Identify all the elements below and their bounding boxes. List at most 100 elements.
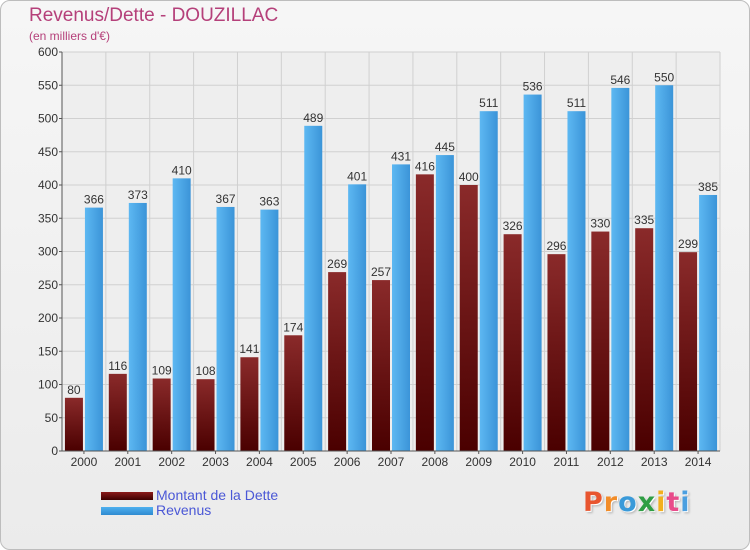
data-label-debt-2007: 257 (371, 265, 391, 279)
bar-debt-2013 (635, 228, 654, 451)
bar-debt-2004 (240, 357, 259, 451)
bar-revenue-2009 (479, 111, 498, 451)
data-label-revenue-2010: 536 (523, 80, 543, 94)
data-label-debt-2009: 400 (459, 170, 479, 184)
bar-debt-2007 (372, 280, 390, 451)
data-label-debt-2008: 416 (415, 159, 435, 173)
data-label-debt-2004: 141 (239, 342, 259, 356)
bar-revenue-2012 (611, 87, 630, 451)
data-label-revenue-2007: 431 (391, 149, 411, 163)
bar-revenue-2010 (523, 94, 542, 451)
bar-debt-2000 (64, 397, 83, 451)
data-label-revenue-2012: 546 (610, 73, 630, 87)
bar-revenue-2001 (128, 202, 147, 451)
logo-letter: P (583, 487, 604, 518)
data-label-revenue-2006: 401 (347, 169, 367, 183)
bar-debt-2011 (547, 254, 566, 451)
chart-subtitle: (en milliers d'€) (29, 29, 110, 43)
x-tick-label-2008: 2008 (422, 455, 449, 469)
bar-debt-2010 (503, 234, 522, 451)
bar-revenue-2011 (567, 111, 586, 451)
x-tick-label-2005: 2005 (290, 455, 317, 469)
y-tick-label: 250 (38, 278, 58, 292)
y-tick-label: 200 (38, 311, 58, 325)
data-label-revenue-2000: 366 (84, 193, 104, 207)
legend-swatch-revenue (101, 507, 153, 515)
logo-letter: o (618, 487, 638, 518)
logo-letter: i (680, 487, 691, 518)
bar-revenue-2000 (84, 207, 103, 451)
data-label-debt-2011: 296 (546, 239, 566, 253)
logo-letter: x (637, 487, 657, 518)
data-label-revenue-2014: 385 (698, 180, 718, 194)
y-tick-label: 450 (38, 145, 58, 159)
data-label-debt-2013: 335 (634, 213, 654, 227)
bar-debt-2002 (152, 378, 171, 451)
x-tick-label-2009: 2009 (465, 455, 492, 469)
bar-revenue-2002 (172, 178, 191, 451)
x-tick-label-2001: 2001 (114, 455, 141, 469)
y-tick-label: 0 (51, 444, 58, 458)
data-label-debt-2003: 108 (196, 364, 216, 378)
y-tick-label: 150 (38, 344, 58, 358)
x-tick-label-2011: 2011 (554, 455, 580, 469)
x-tick-label-2003: 2003 (202, 455, 229, 469)
data-label-debt-2001: 116 (108, 359, 127, 373)
axis-layer: 0 50 100 150 200 250 300 350 400 450 500 550 600 2000… (38, 45, 720, 469)
data-label-debt-2014: 299 (678, 237, 698, 251)
logo-letter: r (603, 487, 619, 518)
bar-debt-2008 (415, 174, 434, 452)
y-tick-label: 100 (38, 378, 58, 392)
legend-label-revenue: Revenus (156, 502, 212, 518)
bar-debt-2006 (328, 272, 347, 451)
bar-revenue-2013 (655, 85, 674, 451)
bar-revenue-2006 (348, 184, 367, 451)
data-label-debt-2006: 269 (327, 257, 347, 271)
data-label-revenue-2009: 511 (479, 96, 498, 110)
x-tick-label-2004: 2004 (246, 455, 273, 469)
x-tick-label-2010: 2010 (509, 455, 536, 469)
data-label-revenue-2004: 363 (259, 195, 279, 209)
x-tick-label-2013: 2013 (641, 455, 668, 469)
bar-revenue-2005 (304, 125, 323, 451)
x-tick-label-2012: 2012 (597, 455, 624, 469)
proxiti-logo: Proxiti (583, 487, 691, 518)
x-tick-label-2002: 2002 (158, 455, 185, 469)
data-label-debt-2002: 109 (152, 364, 172, 378)
bar-revenue-2003 (216, 206, 235, 451)
x-tick-label-2007: 2007 (378, 455, 405, 469)
bar-revenue-2007 (392, 164, 410, 451)
x-tick-label-2000: 2000 (71, 455, 98, 469)
y-tick-label: 500 (38, 112, 58, 126)
y-tick-label: 400 (38, 178, 58, 192)
bar-revenue-2014 (699, 194, 718, 451)
bar-debt-2005 (284, 335, 303, 451)
y-tick-label: 550 (38, 78, 58, 92)
bar-debt-2003 (196, 379, 215, 451)
data-label-debt-2000: 80 (67, 383, 81, 397)
legend-swatch-debt (101, 492, 153, 500)
bar-debt-2009 (459, 185, 478, 451)
data-label-debt-2012: 330 (590, 217, 610, 231)
bar-revenue-2004 (260, 209, 279, 451)
data-label-debt-2010: 326 (503, 219, 523, 233)
legend-label-debt: Montant de la Dette (156, 487, 279, 503)
y-tick-label: 300 (38, 245, 58, 259)
y-tick-label: 50 (45, 411, 59, 425)
data-label-debt-2005: 174 (283, 320, 303, 334)
bar-layer (64, 85, 718, 452)
data-label-revenue-2005: 489 (303, 111, 323, 125)
y-tick-label: 350 (38, 211, 58, 225)
data-label-revenue-2011: 511 (567, 96, 586, 110)
y-tick-label: 600 (38, 45, 58, 59)
grid-layer (61, 51, 721, 452)
bar-revenue-2008 (435, 155, 454, 451)
data-label-revenue-2002: 410 (172, 163, 192, 177)
bar-debt-2014 (679, 252, 698, 451)
logo-letter: t (666, 487, 681, 518)
chart-title: Revenus/Dette - DOUZILLAC (29, 5, 279, 26)
x-tick-label-2014: 2014 (685, 455, 712, 469)
data-label-revenue-2001: 373 (128, 188, 148, 202)
